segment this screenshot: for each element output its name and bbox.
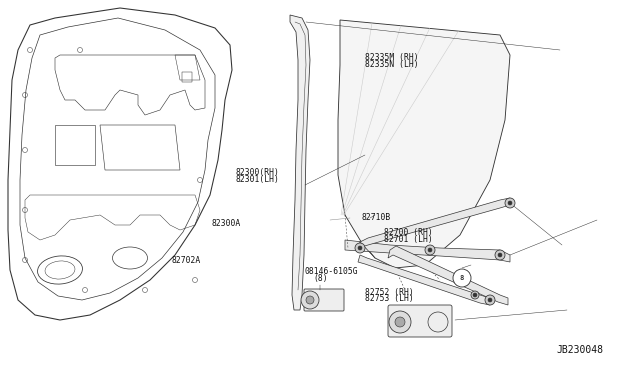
Circle shape — [471, 291, 479, 299]
Text: 82300(RH): 82300(RH) — [236, 169, 280, 177]
Text: (8): (8) — [314, 274, 328, 283]
Circle shape — [495, 250, 505, 260]
Polygon shape — [338, 20, 510, 268]
Polygon shape — [345, 240, 510, 262]
Text: 82335M (RH): 82335M (RH) — [365, 53, 419, 62]
Circle shape — [473, 293, 477, 297]
Polygon shape — [388, 246, 508, 305]
Text: 82335N (LH): 82335N (LH) — [365, 60, 419, 69]
Circle shape — [428, 248, 432, 252]
Polygon shape — [358, 255, 490, 305]
Text: 82752 (RH): 82752 (RH) — [365, 288, 413, 296]
Text: 82301(LH): 82301(LH) — [236, 175, 280, 184]
Text: 82710B: 82710B — [362, 213, 391, 222]
Text: JB230048: JB230048 — [557, 345, 604, 355]
Circle shape — [505, 198, 515, 208]
Circle shape — [498, 253, 502, 257]
Circle shape — [485, 295, 495, 305]
Text: 82702A: 82702A — [172, 256, 201, 265]
Circle shape — [306, 296, 314, 304]
Polygon shape — [290, 15, 310, 310]
Circle shape — [425, 245, 435, 255]
Circle shape — [355, 243, 365, 253]
Text: 82300A: 82300A — [211, 219, 241, 228]
FancyBboxPatch shape — [304, 289, 344, 311]
FancyBboxPatch shape — [388, 305, 452, 337]
Circle shape — [389, 311, 411, 333]
Circle shape — [488, 298, 492, 302]
Text: 82701 (LH): 82701 (LH) — [384, 235, 433, 244]
Text: 08146-6105G: 08146-6105G — [305, 267, 358, 276]
Circle shape — [453, 269, 471, 287]
Circle shape — [395, 317, 405, 327]
Text: 8: 8 — [460, 275, 464, 281]
Text: 82700 (RH): 82700 (RH) — [384, 228, 433, 237]
Circle shape — [301, 291, 319, 309]
Circle shape — [358, 246, 362, 250]
Text: 82753 (LH): 82753 (LH) — [365, 294, 413, 303]
Circle shape — [508, 201, 512, 205]
Polygon shape — [358, 198, 510, 248]
